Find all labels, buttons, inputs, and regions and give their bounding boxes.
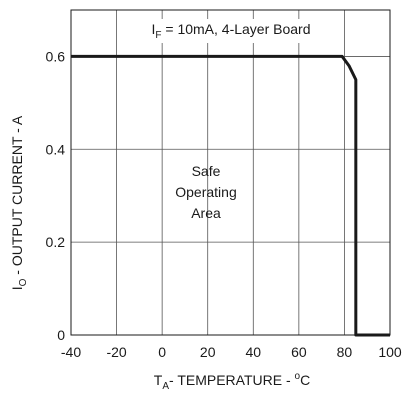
x-tick-label: 80 xyxy=(337,344,353,360)
region-label-line: Safe xyxy=(192,163,221,179)
plot-frame xyxy=(70,9,391,336)
y-tick-label: 0.4 xyxy=(46,141,66,157)
x-tick-label: 20 xyxy=(200,344,216,360)
x-tick-label: -40 xyxy=(61,344,81,360)
x-axis-label: TA- TEMPERATURE - oC xyxy=(154,371,310,392)
x-tick-label: 40 xyxy=(245,344,261,360)
region-label-line: Area xyxy=(191,205,221,221)
series-line xyxy=(71,54,390,337)
y-tick-labels: 0 0.2 0.4 0.6 xyxy=(46,48,66,343)
condition-label-background xyxy=(145,19,317,43)
region-label-line: Operating xyxy=(175,184,236,200)
x-tick-label: 60 xyxy=(291,344,307,360)
y-tick-label: 0.6 xyxy=(46,48,66,64)
x-tick-labels: -40 -20 0 20 40 60 80 100 xyxy=(61,344,402,360)
x-tick-label: 0 xyxy=(158,344,166,360)
safe-operating-area-label: Safe Operating Area xyxy=(175,163,236,221)
x-tick-label: -20 xyxy=(106,344,126,360)
x-tick-label: 100 xyxy=(378,344,402,360)
y-tick-label: 0.2 xyxy=(46,234,66,250)
condition-label: IF = 10mA, 4-Layer Board xyxy=(151,21,310,41)
y-axis-label: IO - OUTPUT CURRENT - A xyxy=(9,115,29,290)
y-tick-label: 0 xyxy=(57,327,65,343)
